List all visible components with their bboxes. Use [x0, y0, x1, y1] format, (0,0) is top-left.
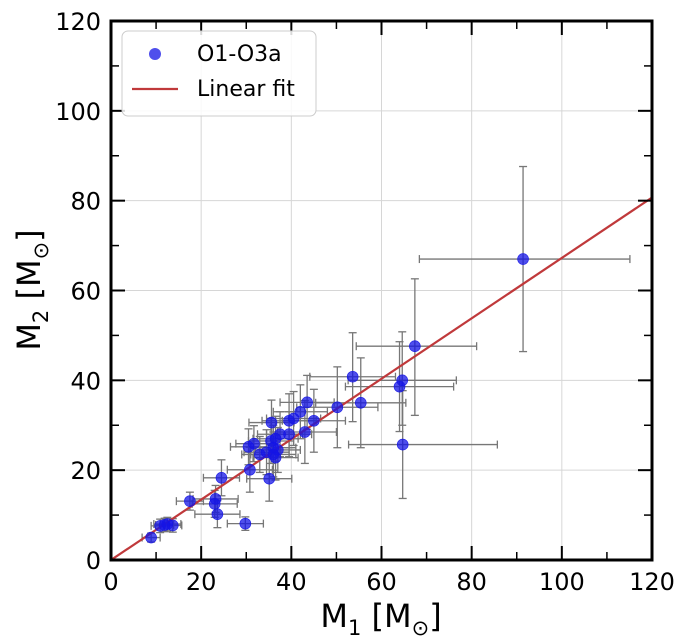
data-point — [517, 253, 529, 265]
fit-line-segment — [111, 196, 652, 560]
x-tick-label: 80 — [456, 568, 487, 596]
legend-box — [121, 30, 317, 117]
x-tick-label: 0 — [103, 568, 118, 596]
data-point — [211, 508, 224, 520]
data-point — [244, 463, 256, 476]
y-axis-label: M2 [M⊙] — [10, 229, 53, 350]
data-point — [301, 396, 313, 409]
x-axis-label-sub: 1 — [348, 616, 361, 640]
data-point — [253, 448, 266, 461]
x-axis-label-unit-sub: ⊙ — [412, 616, 430, 640]
x-tick-label: 120 — [629, 568, 675, 596]
y-tick-label: 20 — [70, 457, 101, 485]
plot-frame — [109, 19, 654, 562]
data-point — [283, 414, 295, 427]
data-point — [145, 531, 157, 544]
data-point — [308, 414, 320, 427]
legend-label-series: O1-O3a — [197, 42, 282, 67]
data-point — [184, 495, 196, 507]
data-point — [161, 518, 174, 530]
x-tick-label: 60 — [366, 568, 397, 596]
data-point — [354, 396, 367, 409]
y-tick-label: 100 — [55, 98, 101, 126]
data-point — [393, 380, 406, 393]
data-point — [346, 370, 359, 383]
data-point — [215, 472, 228, 484]
tick-labels: 0 20 40 60 80 100 120 0 20 40 60 80 100 120 — [55, 8, 675, 596]
data-point — [208, 498, 221, 510]
x-tick-label: 100 — [539, 568, 585, 596]
y-tick-label: 60 — [70, 278, 101, 306]
data-point — [331, 401, 344, 414]
y-tick-label: 0 — [86, 547, 101, 575]
data-point — [269, 451, 282, 464]
x-tick-label: 20 — [186, 568, 217, 596]
data-point — [263, 472, 276, 485]
data-point — [239, 517, 252, 530]
legend-label-fit: Linear fit — [197, 77, 295, 102]
y-axis-label-unit-sub: ⊙ — [29, 242, 53, 260]
data-point — [299, 426, 311, 438]
data-point — [409, 340, 421, 352]
data-point — [396, 438, 409, 451]
linear-fit-line — [111, 196, 652, 560]
legend-marker-icon — [149, 48, 161, 60]
y-tick-label: 40 — [70, 367, 101, 395]
x-axis-label: M1 [M⊙] — [320, 597, 441, 640]
data-point — [265, 416, 278, 429]
y-axis-label-sub: 2 — [29, 310, 53, 323]
legend: O1-O3a Linear fit — [121, 30, 317, 117]
y-tick-label: 120 — [55, 8, 101, 36]
y-tick-label: 80 — [70, 188, 101, 216]
data-points — [145, 253, 529, 544]
data-point — [242, 441, 255, 453]
x-tick-label: 40 — [276, 568, 307, 596]
